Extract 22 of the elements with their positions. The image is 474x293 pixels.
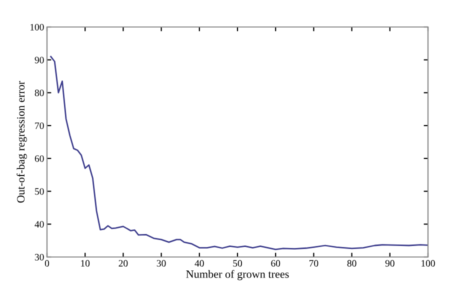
y-tick-label: 50	[35, 188, 44, 195]
x-axis-title: Number of grown trees	[186, 270, 289, 280]
x-tick-label: 40	[194, 260, 204, 267]
y-tick-label: 100	[30, 24, 44, 30]
y-tick-label: 30	[34, 254, 44, 260]
x-tick-label: 80	[347, 260, 356, 267]
x-tick-label: 10	[81, 260, 90, 267]
line-series	[50, 56, 428, 250]
x-tick-label: 60	[271, 260, 280, 267]
y-tick-label: 40	[34, 221, 44, 228]
y-tick-label: 80	[34, 90, 44, 96]
x-tick-label: 50	[233, 260, 242, 267]
y-axis-title: Out-of-bag regression error	[16, 81, 27, 203]
y-tick-label: 60	[34, 155, 44, 162]
x-tick-label: 0	[44, 260, 50, 267]
y-tick-label: 90	[34, 56, 44, 64]
y-tick-label: 70	[35, 122, 44, 130]
x-tick-label: 30	[156, 260, 166, 267]
x-tick-label: 70	[309, 260, 318, 267]
x-tick-label: 20	[118, 260, 128, 267]
x-tick-label: 90	[385, 260, 394, 267]
x-tick-label: 100	[422, 260, 435, 267]
